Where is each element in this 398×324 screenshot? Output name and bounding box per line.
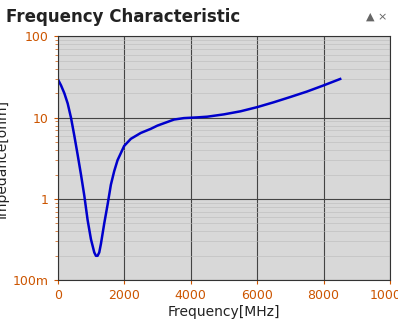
Text: Frequency Characteristic: Frequency Characteristic xyxy=(6,7,240,26)
Text: ▲ ×: ▲ × xyxy=(366,11,388,21)
X-axis label: Frequency[MHz]: Frequency[MHz] xyxy=(168,305,280,319)
Y-axis label: Impedance[ohm]: Impedance[ohm] xyxy=(0,99,8,218)
